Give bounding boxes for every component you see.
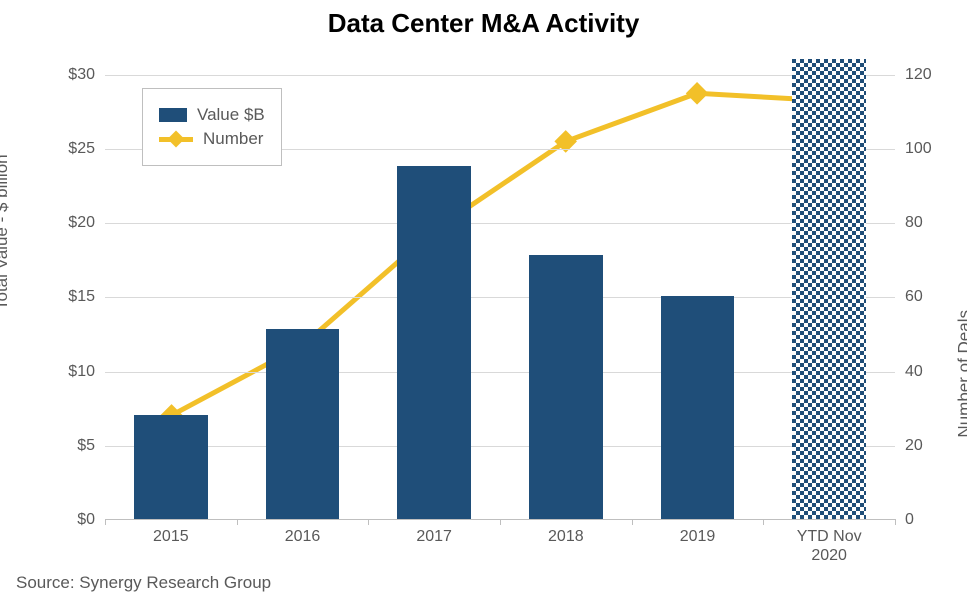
y-left-tick-label: $10 [68,363,105,381]
legend-label: Number [203,129,263,149]
x-tick-mark [895,519,896,525]
y-right-tick-label: 60 [895,288,923,306]
legend-label: Value $B [197,105,265,125]
x-tick-label: 2018 [500,519,632,546]
source-text: Source: Synergy Research Group [16,573,271,593]
legend-swatch-bar [159,108,187,122]
y-left-tick-label: $15 [68,288,105,306]
y-left-tick-label: $20 [68,214,105,232]
y-left-tick-label: $25 [68,140,105,158]
legend: Value $B Number [142,88,282,166]
chart-container: Data Center M&A Activity Total Value - $… [0,0,967,603]
x-tick-label: 2015 [105,519,237,546]
x-tick-label: YTD Nov 2020 [763,519,895,565]
x-tick-label: 2016 [237,519,369,546]
gridline [105,297,895,298]
gridline [105,372,895,373]
gridline [105,223,895,224]
bar [266,329,340,519]
gridline [105,75,895,76]
y-right-tick-label: 100 [895,140,932,158]
y-right-tick-label: 40 [895,363,923,381]
y-right-tick-label: 80 [895,214,923,232]
line-marker [686,82,709,105]
x-tick-label: 2017 [368,519,500,546]
y-left-tick-label: $0 [77,511,105,529]
y-right-tick-label: 20 [895,437,923,455]
bar [397,166,471,519]
gridline [105,446,895,447]
y-right-tick-label: 120 [895,66,932,84]
legend-item: Value $B [159,105,265,125]
bar [529,255,603,519]
bar [792,59,866,519]
y-right-tick-label: 0 [895,511,914,529]
y-left-tick-label: $5 [77,437,105,455]
bar [661,296,735,519]
x-tick-label: 2019 [632,519,764,546]
legend-swatch-line [159,137,193,141]
y-left-tick-label: $30 [68,66,105,84]
bar [134,415,208,519]
y-axis-left-label: Total Value - $ billion [0,154,12,310]
legend-item: Number [159,129,265,149]
y-axis-right-label: Number of Deals [955,310,967,438]
chart-title: Data Center M&A Activity [0,8,967,39]
